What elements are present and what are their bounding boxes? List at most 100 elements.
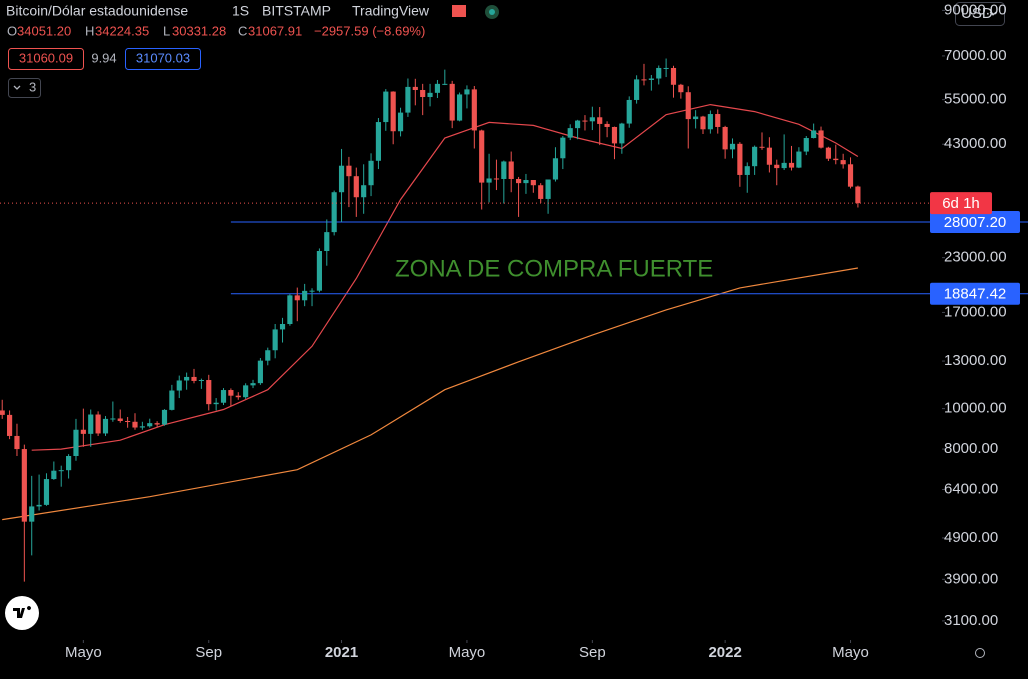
candle-body bbox=[818, 130, 824, 148]
candle-body bbox=[486, 178, 492, 183]
o-value: 34051.20 bbox=[17, 23, 71, 38]
candle-body bbox=[833, 158, 839, 161]
candle-body bbox=[663, 67, 669, 69]
indicator-count: 3 bbox=[29, 79, 36, 94]
candle-body bbox=[781, 162, 787, 169]
c-label: C bbox=[238, 23, 247, 38]
candle-body bbox=[515, 178, 522, 184]
interval: 1S bbox=[232, 3, 249, 19]
level-label-box bbox=[930, 282, 1020, 305]
candle-body bbox=[361, 185, 367, 198]
candle-body bbox=[759, 146, 765, 148]
candle-body bbox=[825, 147, 831, 159]
candle-body bbox=[250, 383, 256, 386]
x-tick-label: Mayo bbox=[65, 644, 102, 661]
candle-body bbox=[302, 290, 308, 301]
candle-body bbox=[139, 426, 145, 428]
moving-average bbox=[2, 267, 858, 521]
candle-body bbox=[855, 186, 861, 204]
flag-icon[interactable] bbox=[452, 5, 466, 17]
settings-icon[interactable] bbox=[975, 648, 985, 658]
candle-body bbox=[575, 120, 581, 129]
candle-body bbox=[316, 251, 322, 291]
status-dot bbox=[489, 9, 495, 15]
h-label: H bbox=[85, 23, 94, 38]
candle-body bbox=[176, 380, 182, 391]
spread: 9.94 bbox=[91, 50, 116, 65]
candle-body bbox=[545, 179, 551, 199]
x-tick-label: Sep bbox=[579, 644, 606, 661]
sell-box[interactable] bbox=[8, 48, 84, 70]
candle-body bbox=[737, 143, 743, 175]
candle-body bbox=[161, 409, 168, 425]
candle-body bbox=[110, 418, 116, 420]
candle-body bbox=[279, 324, 286, 330]
candle-body bbox=[331, 192, 337, 233]
candle-body bbox=[58, 470, 64, 472]
candle-body bbox=[479, 130, 485, 183]
h-value: 34224.35 bbox=[95, 23, 149, 38]
bid[interactable]: 31060.09 bbox=[19, 50, 73, 65]
candle-body bbox=[21, 449, 27, 522]
candle-body bbox=[766, 147, 772, 165]
candle-body bbox=[338, 165, 345, 193]
candle-body bbox=[228, 390, 234, 396]
candle-body bbox=[589, 117, 595, 122]
candle-body bbox=[582, 120, 588, 122]
candle-body bbox=[427, 92, 433, 98]
candle-body bbox=[154, 423, 160, 425]
change: −2957.59 (−8.69%) bbox=[314, 23, 425, 38]
candle-body bbox=[501, 161, 507, 179]
candle-body bbox=[456, 94, 463, 121]
candle-body bbox=[220, 390, 227, 403]
candle-body bbox=[722, 126, 728, 150]
level-label-box bbox=[930, 210, 1020, 233]
x-tick-label: Mayo bbox=[449, 644, 486, 661]
countdown: 6d 1h bbox=[942, 195, 980, 212]
candle-body bbox=[243, 385, 249, 398]
candle-body bbox=[434, 83, 441, 93]
candle-body bbox=[560, 137, 566, 159]
y-tick-label: 23000.00 bbox=[944, 249, 1007, 266]
ask[interactable]: 31070.03 bbox=[136, 50, 190, 65]
candle-body bbox=[449, 83, 455, 121]
candle-body bbox=[412, 86, 418, 91]
x-tick-label: Mayo bbox=[832, 644, 869, 661]
x-tick-label: 2021 bbox=[325, 644, 358, 661]
buy-box[interactable] bbox=[125, 48, 201, 70]
candle-body bbox=[471, 89, 477, 131]
candle-body bbox=[634, 79, 640, 100]
y-tick-label: 70000.00 bbox=[944, 47, 1007, 64]
candle-body bbox=[493, 178, 500, 180]
candle-body bbox=[324, 232, 330, 252]
candle-body bbox=[206, 380, 212, 405]
candle-body bbox=[538, 185, 544, 199]
candle-body bbox=[508, 161, 514, 179]
candle-body bbox=[287, 295, 293, 325]
candle-body bbox=[811, 130, 817, 139]
price-label-box bbox=[930, 192, 992, 215]
currency-chevron bbox=[989, 11, 997, 16]
candle-body bbox=[235, 395, 241, 398]
candle-body bbox=[700, 116, 706, 130]
candle-body bbox=[29, 506, 35, 522]
currency-button[interactable] bbox=[955, 2, 1005, 26]
indicator-toggle[interactable] bbox=[8, 78, 41, 98]
candle-body bbox=[88, 414, 94, 434]
candle-body bbox=[656, 67, 662, 79]
currency[interactable]: USD bbox=[961, 5, 993, 22]
candle-body bbox=[626, 99, 632, 124]
y-tick-label: 8000.00 bbox=[944, 440, 998, 457]
candle-body bbox=[788, 162, 795, 168]
candle-body bbox=[294, 295, 300, 301]
y-tick-label: 55000.00 bbox=[944, 91, 1007, 108]
l-label: L bbox=[163, 23, 170, 38]
source: TradingView bbox=[352, 3, 430, 19]
y-tick-label: 3900.00 bbox=[944, 570, 998, 587]
exchange: BITSTAMP bbox=[262, 3, 331, 19]
candle-body bbox=[309, 290, 315, 292]
candle-body bbox=[619, 123, 625, 144]
candle-body bbox=[213, 402, 219, 405]
candle-body bbox=[744, 166, 750, 175]
candle-body bbox=[715, 114, 721, 127]
